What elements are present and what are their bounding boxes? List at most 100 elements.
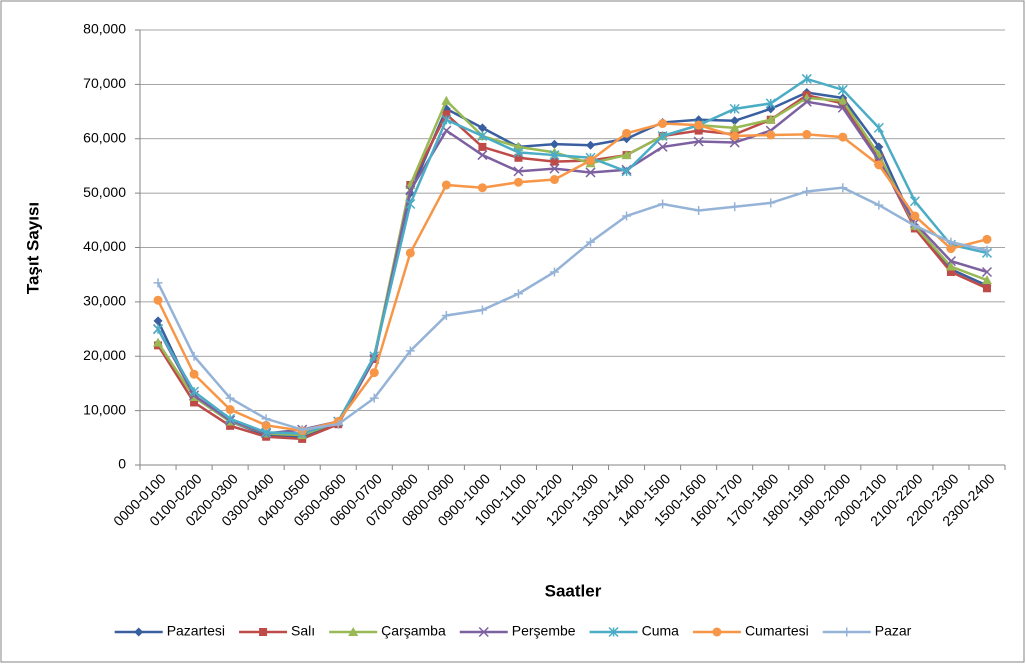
marker <box>802 129 812 139</box>
marker <box>477 305 487 315</box>
y-tick-label: 40,000 <box>83 238 126 254</box>
marker <box>621 166 632 177</box>
marker <box>586 140 596 150</box>
marker <box>874 142 884 152</box>
x-axis-title: Saatler <box>545 581 602 600</box>
marker <box>189 386 200 397</box>
marker <box>369 393 379 403</box>
marker <box>189 351 199 361</box>
marker <box>766 198 776 208</box>
marker <box>514 153 523 162</box>
y-tick-label: 80,000 <box>83 21 126 37</box>
series-line <box>156 77 988 435</box>
marker <box>801 73 812 84</box>
marker <box>441 310 451 320</box>
marker <box>586 156 596 165</box>
marker <box>549 175 559 185</box>
marker <box>549 150 560 161</box>
marker <box>513 289 523 299</box>
marker <box>622 211 632 221</box>
series-line <box>156 91 988 438</box>
marker <box>478 626 489 638</box>
marker <box>478 142 487 151</box>
marker <box>549 267 559 277</box>
marker <box>369 368 379 378</box>
marker <box>513 166 524 177</box>
marker <box>842 627 852 637</box>
marker <box>765 114 776 124</box>
marker <box>152 324 164 335</box>
marker <box>694 206 704 216</box>
marker <box>712 627 722 637</box>
marker <box>909 196 920 207</box>
marker <box>694 126 703 135</box>
series-line <box>156 122 988 433</box>
legend-label: Salı <box>291 623 315 639</box>
marker <box>658 199 668 209</box>
marker <box>442 110 451 119</box>
marker <box>837 95 848 105</box>
marker <box>550 157 559 166</box>
marker <box>801 96 812 107</box>
marker <box>477 183 487 193</box>
marker <box>153 295 163 305</box>
marker <box>405 198 416 210</box>
marker <box>874 200 884 210</box>
marker <box>982 234 992 244</box>
marker <box>190 398 199 407</box>
marker <box>586 237 596 247</box>
series-line <box>156 96 988 437</box>
marker <box>189 369 199 379</box>
marker <box>441 114 452 125</box>
legend-label: Perşembe <box>512 623 576 639</box>
marker <box>837 102 848 113</box>
marker <box>658 119 668 129</box>
marker <box>585 167 596 178</box>
legend-label: Pazar <box>875 623 912 639</box>
marker <box>225 393 235 403</box>
marker <box>405 248 415 258</box>
y-tick-label: 50,000 <box>83 184 126 200</box>
y-tick-label: 70,000 <box>83 75 126 91</box>
series-line <box>156 93 988 441</box>
marker <box>874 160 884 170</box>
marker <box>259 628 268 636</box>
marker <box>153 316 163 326</box>
legend-label: Cuma <box>642 623 680 639</box>
marker <box>945 261 956 271</box>
marker <box>348 627 359 636</box>
marker <box>225 413 236 424</box>
marker <box>513 141 524 151</box>
marker <box>981 266 993 277</box>
legend-label: Çarşamba <box>381 623 446 639</box>
marker <box>441 180 451 190</box>
marker <box>225 405 235 415</box>
marker <box>802 186 812 196</box>
marker <box>730 116 740 126</box>
marker <box>694 120 704 130</box>
marker <box>837 84 848 95</box>
marker <box>730 131 740 141</box>
marker <box>549 163 560 174</box>
marker <box>405 346 415 356</box>
marker <box>945 256 956 267</box>
marker <box>910 211 920 221</box>
legend: Pazartesi Salı Çarşamba Perşembe Cuma Cumarte… <box>114 623 912 639</box>
marker <box>153 278 163 288</box>
marker <box>730 202 740 212</box>
marker <box>693 136 704 147</box>
marker <box>477 150 488 161</box>
y-tick-label: 10,000 <box>83 401 126 417</box>
marker <box>729 137 740 148</box>
marker <box>838 183 848 193</box>
legend-label: Pazartesi <box>167 623 225 639</box>
marker <box>477 131 488 142</box>
marker <box>657 131 668 142</box>
marker <box>549 139 559 149</box>
marker <box>513 147 524 158</box>
marker <box>441 95 452 105</box>
marker <box>766 130 776 140</box>
